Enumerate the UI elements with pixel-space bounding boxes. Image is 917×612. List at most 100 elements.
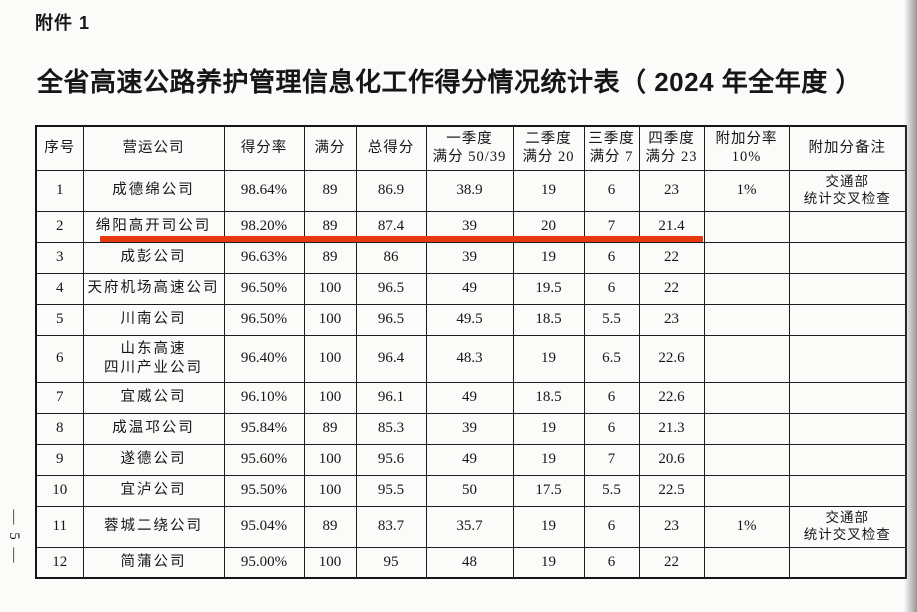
cell-seq: 7 (35, 381, 84, 414)
table-row: 1 成德绵公司 98.64% 89 86.9 38.9 19 6 23 1% 交… (35, 169, 907, 212)
cell-seq: 8 (35, 412, 84, 445)
score-table: 序号 营运公司 得分率 满分 总得分 一季度 满分 50/39 二季度 满分 2… (35, 125, 907, 579)
cell-q3: 5.5 (583, 474, 640, 507)
cell-company: 天府机场高速公司 (82, 272, 225, 305)
cell-full: 100 (303, 546, 357, 579)
cell-full: 100 (303, 303, 357, 336)
header-q3: 三季度 满分 7 (583, 125, 640, 171)
cell-q4: 22 (638, 272, 705, 305)
cell-rate: 96.50% (223, 272, 305, 305)
table-row: 3 成彭公司 96.63% 89 86 39 19 6 22 (35, 241, 907, 274)
cell-company: 成德绵公司 (82, 169, 225, 212)
cell-rate: 96.10% (223, 381, 305, 414)
cell-q3: 5.5 (583, 303, 640, 336)
cell-q2: 19 (512, 505, 585, 548)
cell-q2: 19 (512, 334, 585, 383)
cell-remark (788, 546, 907, 579)
page-number: — 5 — (6, 509, 22, 565)
cell-full: 100 (303, 334, 357, 383)
header-row: 序号 营运公司 得分率 满分 总得分 一季度 满分 50/39 二季度 满分 2… (35, 125, 907, 171)
cell-remark (788, 210, 907, 243)
attachment-label: 附件 1 (35, 13, 91, 33)
cell-rate: 95.04% (223, 505, 305, 548)
cell-total: 96.5 (355, 303, 427, 336)
cell-q3: 6 (583, 505, 640, 548)
cell-rate: 95.60% (223, 443, 305, 476)
cell-q1: 48 (425, 546, 514, 579)
cell-rate: 96.63% (223, 241, 305, 274)
cell-q2: 19 (512, 241, 585, 274)
cell-seq: 9 (35, 443, 84, 476)
cell-remark (788, 272, 907, 305)
cell-seq: 2 (35, 210, 84, 243)
highlight-underline (100, 236, 703, 242)
cell-q1: 49.5 (425, 303, 514, 336)
score-table-container: 序号 营运公司 得分率 满分 总得分 一季度 满分 50/39 二季度 满分 2… (35, 125, 907, 579)
cell-company: 遂德公司 (82, 443, 225, 476)
cell-full: 100 (303, 272, 357, 305)
cell-rate: 96.40% (223, 334, 305, 383)
cell-seq: 5 (35, 303, 84, 336)
header-company: 营运公司 (82, 125, 225, 171)
table-row: 10 宜泸公司 95.50% 100 95.5 50 17.5 5.5 22.5 (35, 474, 907, 507)
cell-bonus (703, 474, 790, 507)
cell-seq: 10 (35, 474, 84, 507)
cell-remark (788, 412, 907, 445)
cell-rate: 95.50% (223, 474, 305, 507)
table-row: 11 蓉城二绕公司 95.04% 89 83.7 35.7 19 6 23 1%… (35, 505, 907, 548)
cell-q4: 22 (638, 546, 705, 579)
header-total: 总得分 (355, 125, 427, 171)
table-row: 6 山东高速 四川产业公司 96.40% 100 96.4 48.3 19 6.… (35, 334, 907, 383)
cell-q4: 20.6 (638, 443, 705, 476)
cell-q2: 19 (512, 169, 585, 212)
cell-full: 89 (303, 241, 357, 274)
cell-q4: 22.6 (638, 334, 705, 383)
cell-seq: 12 (35, 546, 84, 579)
cell-company: 川南公司 (82, 303, 225, 336)
cell-company: 成温邛公司 (82, 412, 225, 445)
cell-q1: 49 (425, 443, 514, 476)
cell-total: 95.5 (355, 474, 427, 507)
cell-rate: 96.50% (223, 303, 305, 336)
cell-bonus: 1% (703, 169, 790, 212)
cell-bonus (703, 272, 790, 305)
cell-q3: 6 (583, 169, 640, 212)
cell-company: 山东高速 四川产业公司 (82, 334, 225, 383)
cell-full: 89 (303, 169, 357, 212)
cell-total: 86.9 (355, 169, 427, 212)
cell-total: 86 (355, 241, 427, 274)
cell-q4: 22.6 (638, 381, 705, 414)
page-title: 全省高速公路养护管理信息化工作得分情况统计表（ 2024 年全年度 ） (37, 67, 863, 97)
cell-q4: 22.5 (638, 474, 705, 507)
cell-rate: 95.84% (223, 412, 305, 445)
table-row: 8 成温邛公司 95.84% 89 85.3 39 19 6 21.3 (35, 412, 907, 445)
cell-company: 简蒲公司 (82, 546, 225, 579)
cell-q3: 6.5 (583, 334, 640, 383)
cell-total: 96.5 (355, 272, 427, 305)
cell-remark (788, 474, 907, 507)
cell-q1: 48.3 (425, 334, 514, 383)
cell-q1: 35.7 (425, 505, 514, 548)
cell-q1: 38.9 (425, 169, 514, 212)
cell-seq: 3 (35, 241, 84, 274)
cell-q2: 19.5 (512, 272, 585, 305)
cell-bonus (703, 210, 790, 243)
cell-q1: 39 (425, 241, 514, 274)
table-row: 4 天府机场高速公司 96.50% 100 96.5 49 19.5 6 22 (35, 272, 907, 305)
table-body: 1 成德绵公司 98.64% 89 86.9 38.9 19 6 23 1% 交… (35, 169, 907, 579)
cell-rate: 95.00% (223, 546, 305, 579)
cell-total: 95.6 (355, 443, 427, 476)
cell-q3: 6 (583, 412, 640, 445)
table-row: 9 遂德公司 95.60% 100 95.6 49 19 7 20.6 (35, 443, 907, 476)
header-seq: 序号 (35, 125, 84, 171)
cell-total: 83.7 (355, 505, 427, 548)
header-q2: 二季度 满分 20 (512, 125, 585, 171)
header-bonus: 附加分率 10% (703, 125, 790, 171)
cell-remark: 交通部 统计交叉检查 (788, 169, 907, 212)
header-rate: 得分率 (223, 125, 305, 171)
cell-seq: 11 (35, 505, 84, 548)
cell-remark (788, 334, 907, 383)
cell-seq: 4 (35, 272, 84, 305)
cell-full: 100 (303, 443, 357, 476)
